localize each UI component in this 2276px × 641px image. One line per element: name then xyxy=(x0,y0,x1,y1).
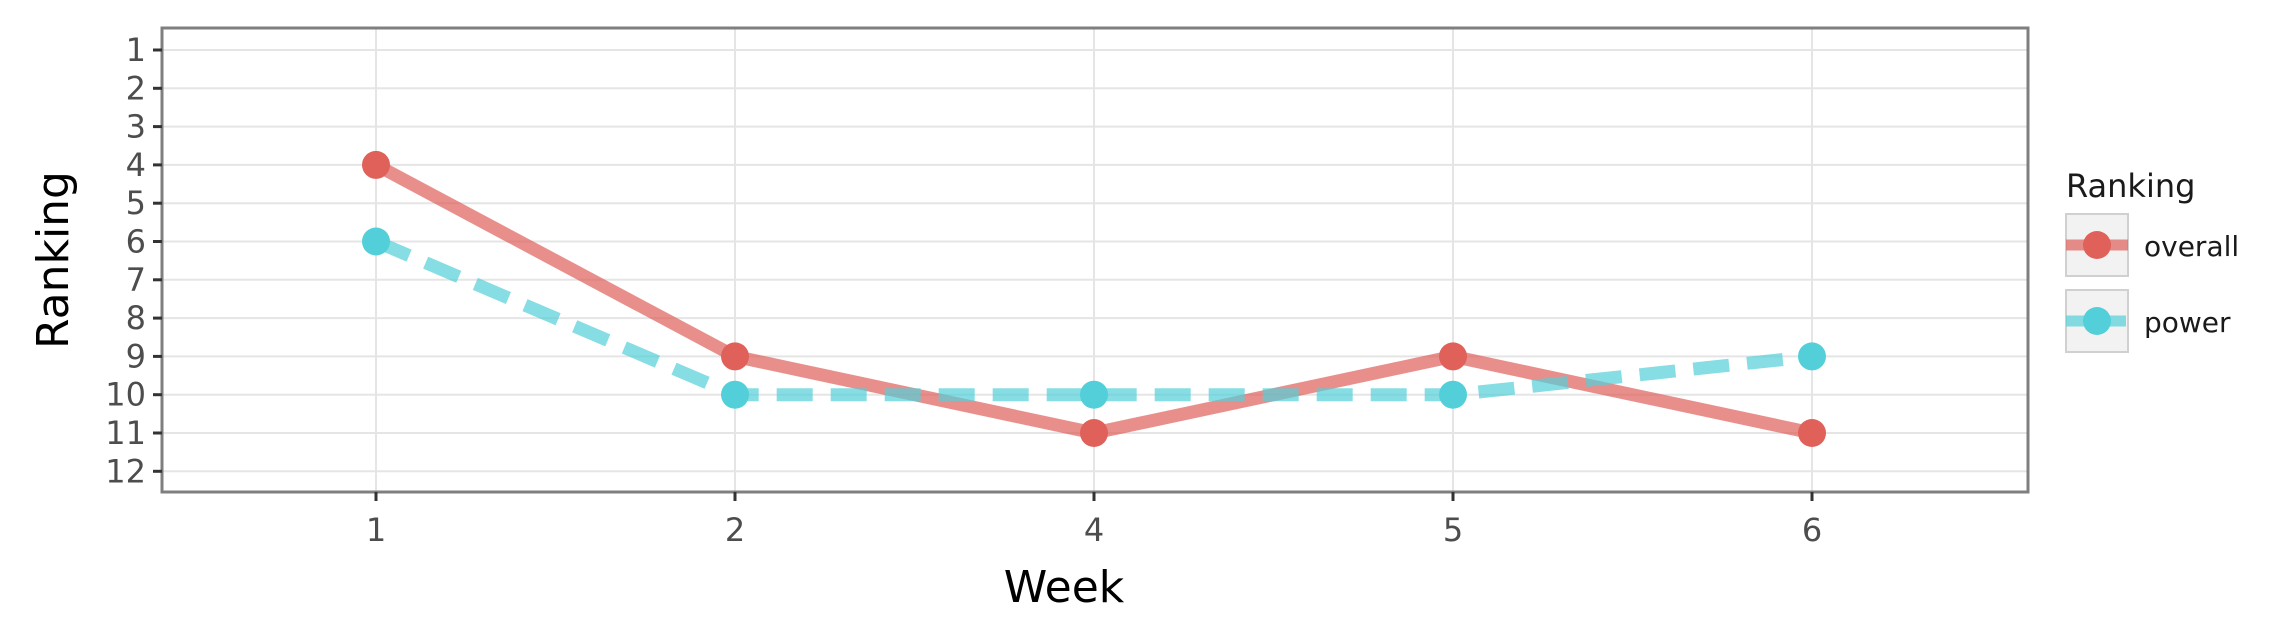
y-tick-label: 9 xyxy=(126,337,146,375)
y-tick-label: 11 xyxy=(105,414,146,452)
legend-item-overall: overall xyxy=(2065,213,2239,277)
y-tick-label: 10 xyxy=(105,376,146,414)
x-tick-label: 5 xyxy=(1443,511,1463,549)
legend-title: Ranking xyxy=(2066,167,2195,205)
data-point-power xyxy=(1080,380,1108,409)
y-tick-label: 5 xyxy=(126,184,146,222)
data-point-overall xyxy=(1439,342,1467,371)
data-point-overall xyxy=(721,342,749,371)
x-axis-title: Week xyxy=(1004,562,1125,613)
data-point-power xyxy=(362,227,390,256)
y-tick-label: 3 xyxy=(126,108,146,146)
data-point-overall xyxy=(1080,419,1108,447)
x-tick-label: 4 xyxy=(1084,511,1104,549)
series-group xyxy=(362,150,1826,447)
y-axis-title: Ranking xyxy=(28,171,79,349)
x-tick-label: 6 xyxy=(1802,511,1822,549)
data-point-overall xyxy=(362,150,390,179)
legend-item-power: power xyxy=(2065,289,2231,353)
x-tick-label: 2 xyxy=(725,511,745,549)
data-point-power xyxy=(1798,342,1826,371)
data-point-power xyxy=(721,380,749,409)
legend-label-power: power xyxy=(2144,306,2231,339)
y-tick-label: 7 xyxy=(126,261,146,299)
y-tick-label: 12 xyxy=(105,452,146,490)
data-point-overall xyxy=(1798,419,1826,447)
y-tick-label: 4 xyxy=(126,146,146,184)
x-tick-label: 1 xyxy=(366,511,386,549)
legend: Ranking overall power xyxy=(2065,167,2239,353)
legend-marker-overall xyxy=(2083,231,2111,259)
y-tick-label: 6 xyxy=(126,223,146,261)
data-point-power xyxy=(1439,380,1467,409)
legend-marker-power xyxy=(2083,307,2111,335)
axis-ticks xyxy=(153,48,1814,501)
legend-label-overall: overall xyxy=(2144,230,2239,263)
grid xyxy=(162,28,2028,492)
y-tick-label: 2 xyxy=(126,69,146,107)
y-tick-label: 1 xyxy=(126,31,146,69)
y-tick-label: 8 xyxy=(126,299,146,337)
